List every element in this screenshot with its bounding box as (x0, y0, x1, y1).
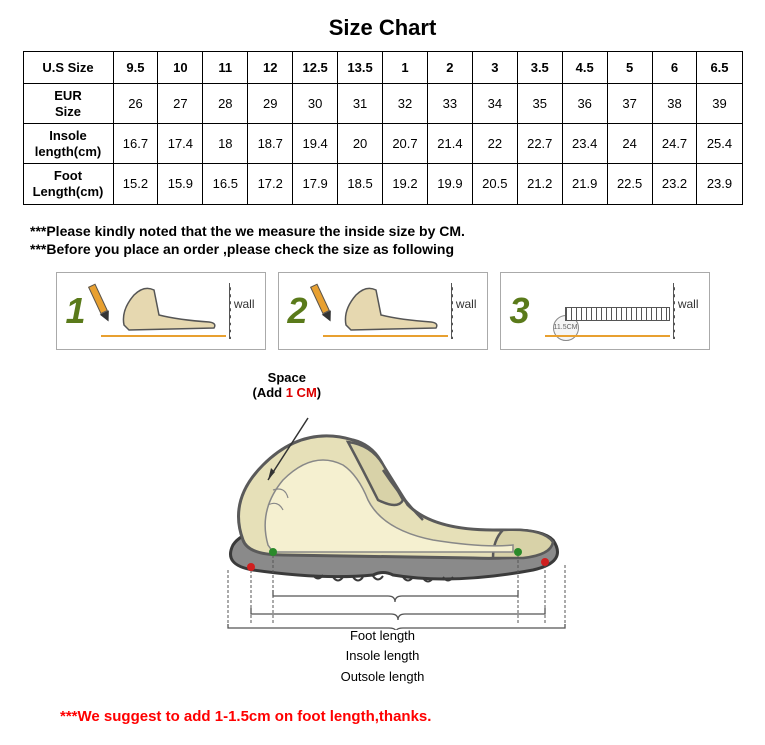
table-row: EURSize2627282930313233343536373839 (23, 84, 742, 124)
table-cell: 35 (517, 84, 562, 124)
table-cell: 17.2 (248, 164, 293, 204)
shoe-diagram: Space (Add 1 CM) (153, 370, 613, 688)
table-cell: 33 (427, 84, 472, 124)
base-line (545, 335, 670, 337)
pencil-icon (88, 282, 114, 322)
note-line: ***Before you place an order ,please che… (30, 241, 745, 257)
table-cell: 18.5 (338, 164, 383, 204)
col-header: 10 (158, 52, 203, 84)
table-cell: 18 (203, 124, 248, 164)
measure-labels: Foot length Insole length Outsole length (153, 626, 613, 688)
col-header: 3 (472, 52, 517, 84)
row-label: EURSize (23, 84, 113, 124)
table-cell: 15.2 (113, 164, 158, 204)
suggest-note: ***We suggest to add 1-1.5cm on foot len… (60, 708, 745, 725)
col-header: 12 (248, 52, 293, 84)
table-cell: 22 (472, 124, 517, 164)
wall-label: wall (456, 297, 477, 311)
table-header-row: U.S Size 9.5 10 11 12 12.5 13.5 1 2 3 3.… (23, 52, 742, 84)
table-cell: 21.4 (427, 124, 472, 164)
pencil-icon (310, 282, 336, 322)
wall-icon (673, 283, 675, 339)
table-cell: 31 (338, 84, 383, 124)
table-cell: 18.7 (248, 124, 293, 164)
table-cell: 34 (472, 84, 517, 124)
table-cell: 25.4 (697, 124, 742, 164)
col-header: 9.5 (113, 52, 158, 84)
space-label: Space (Add 1 CM) (253, 370, 322, 401)
table-cell: 29 (248, 84, 293, 124)
table-cell: 20.5 (472, 164, 517, 204)
table-cell: 20 (338, 124, 383, 164)
table-cell: 38 (652, 84, 697, 124)
col-header: 12.5 (293, 52, 338, 84)
table-cell: 23.4 (562, 124, 607, 164)
table-cell: 36 (562, 84, 607, 124)
step-number-icon: 1 (61, 290, 91, 332)
shoe-svg (173, 370, 593, 630)
table-cell: 19.9 (427, 164, 472, 204)
table-cell: 19.4 (293, 124, 338, 164)
base-line (101, 335, 226, 337)
step-3: 3 11.5CM wall (500, 272, 710, 350)
table-cell: 24 (607, 124, 652, 164)
table-cell: 22.7 (517, 124, 562, 164)
note-line: ***Please kindly noted that the we measu… (30, 223, 745, 239)
table-cell: 24.7 (652, 124, 697, 164)
table-cell: 15.9 (158, 164, 203, 204)
col-header: 13.5 (338, 52, 383, 84)
row-label: Insolelength(cm) (23, 124, 113, 164)
table-cell: 28 (203, 84, 248, 124)
table-cell: 17.4 (158, 124, 203, 164)
col-header: 3.5 (517, 52, 562, 84)
outsole-length-label: Outsole length (153, 667, 613, 688)
step-2: 2 wall (278, 272, 488, 350)
table-cell: 30 (293, 84, 338, 124)
table-cell: 19.2 (383, 164, 428, 204)
table-cell: 23.9 (697, 164, 742, 204)
table-cell: 26 (113, 84, 158, 124)
col-header: 11 (203, 52, 248, 84)
notes-block: ***Please kindly noted that the we measu… (30, 223, 745, 257)
wall-label: wall (234, 297, 255, 311)
table-cell: 23.2 (652, 164, 697, 204)
foot-side-icon (119, 280, 219, 335)
row-label: FootLength(cm) (23, 164, 113, 204)
table-cell: 22.5 (607, 164, 652, 204)
col-header: 2 (427, 52, 472, 84)
table-cell: 16.7 (113, 124, 158, 164)
table-row: Insolelength(cm)16.717.41818.719.42020.7… (23, 124, 742, 164)
wall-icon (229, 283, 231, 339)
table-cell: 20.7 (383, 124, 428, 164)
table-cell: 16.5 (203, 164, 248, 204)
measure-steps: 1 wall 2 wall (20, 272, 745, 350)
header-label: U.S Size (23, 52, 113, 84)
col-header: 6 (652, 52, 697, 84)
insole-length-label: Insole length (153, 646, 613, 667)
table-cell: 17.9 (293, 164, 338, 204)
foot-side-icon (341, 280, 441, 335)
col-header: 6.5 (697, 52, 742, 84)
size-chart-table: U.S Size 9.5 10 11 12 12.5 13.5 1 2 3 3.… (23, 51, 743, 205)
table-cell: 32 (383, 84, 428, 124)
table-cell: 21.2 (517, 164, 562, 204)
col-header: 1 (383, 52, 428, 84)
col-header: 5 (607, 52, 652, 84)
table-cell: 39 (697, 84, 742, 124)
step-number-icon: 3 (505, 290, 535, 332)
table-cell: 27 (158, 84, 203, 124)
foot-length-label: Foot length (153, 626, 613, 647)
wall-icon (451, 283, 453, 339)
page-title: Size Chart (20, 15, 745, 41)
col-header: 4.5 (562, 52, 607, 84)
table-cell: 37 (607, 84, 652, 124)
step-number-icon: 2 (283, 290, 313, 332)
table-cell: 21.9 (562, 164, 607, 204)
wall-label: wall (678, 297, 699, 311)
step-1: 1 wall (56, 272, 266, 350)
base-line (323, 335, 448, 337)
table-row: FootLength(cm)15.215.916.517.217.918.519… (23, 164, 742, 204)
ruler-icon (565, 307, 670, 321)
